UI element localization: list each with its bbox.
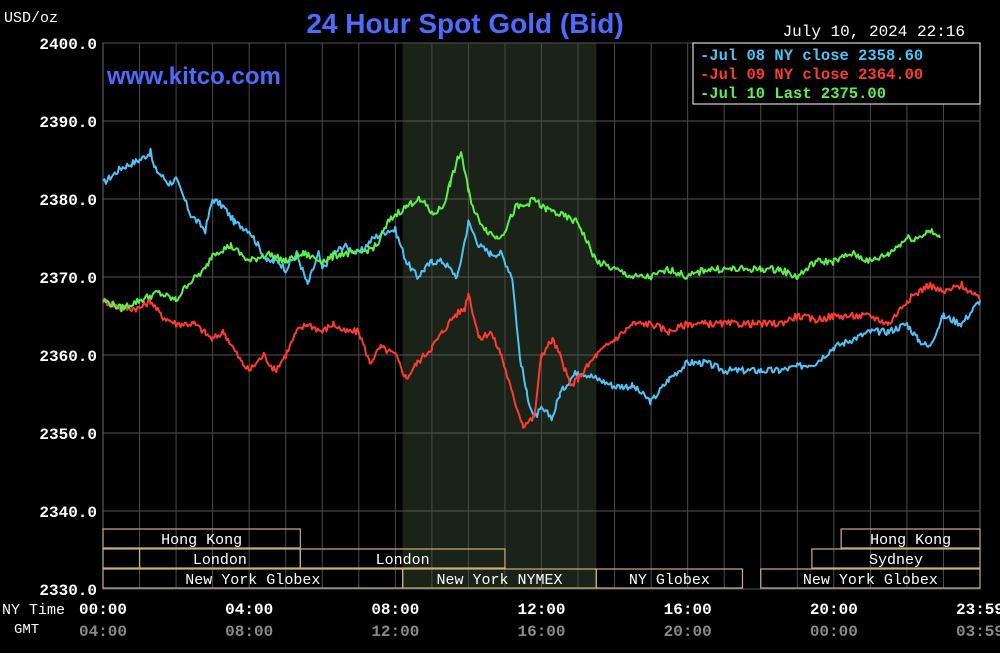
x-tick-gmt: 03:59 (956, 623, 1000, 641)
x-tick-ny: 08:00 (371, 601, 419, 619)
session-box (102, 548, 141, 569)
session-label: London (376, 552, 430, 569)
x-tick-gmt: 04:00 (79, 623, 127, 641)
units-label: USD/oz (4, 10, 58, 27)
y-tick-label: 2380.0 (39, 192, 97, 210)
session-box (811, 548, 981, 569)
session-box (840, 528, 981, 549)
series-line (102, 147, 981, 422)
session-label: London (193, 552, 247, 569)
y-tick-label: 2330.0 (39, 582, 97, 600)
gmt-label: GMT (14, 622, 39, 638)
x-tick-ny: 12:00 (517, 601, 565, 619)
x-tick-gmt: 12:00 (371, 623, 419, 641)
session-label: Sydney (869, 552, 923, 569)
x-tick-ny: 04:00 (225, 601, 273, 619)
legend-entry: -Jul 09 NY close 2364.00 (700, 66, 923, 84)
timestamp-label: July 10, 2024 22:16 (783, 23, 965, 41)
x-tick-gmt: 08:00 (225, 623, 273, 641)
x-tick-ny: 00:00 (79, 601, 127, 619)
chart-title: 24 Hour Spot Gold (Bid) (306, 8, 623, 39)
session-label: Hong Kong (161, 532, 242, 549)
x-tick-gmt: 16:00 (517, 623, 565, 641)
x-tick-ny: 23:59 (956, 601, 1000, 619)
session-box (760, 568, 981, 589)
legend-entry: -Jul 08 NY close 2358.60 (700, 47, 923, 65)
session-label: NY Globex (629, 572, 710, 589)
website-label: www.kitco.com (106, 63, 281, 90)
nymex-highlight (402, 43, 597, 589)
x-tick-gmt: 00:00 (810, 623, 858, 641)
y-tick-label: 2350.0 (39, 426, 97, 444)
session-label: New York NYMEX (436, 572, 562, 589)
series-line (102, 280, 981, 429)
legend-box (692, 42, 981, 105)
session-label: New York Globex (185, 572, 320, 589)
x-tick-ny: 20:00 (810, 601, 858, 619)
y-tick-label: 2360.0 (39, 348, 97, 366)
session-label: Hong Kong (870, 532, 951, 549)
y-tick-label: 2370.0 (39, 270, 97, 288)
x-tick-gmt: 20:00 (664, 623, 712, 641)
legend-entry: -Jul 10 Last 2375.00 (700, 85, 886, 103)
y-tick-label: 2340.0 (39, 504, 97, 522)
session-box (102, 528, 301, 549)
y-tick-label: 2400.0 (39, 36, 97, 54)
session-label: New York Globex (803, 572, 938, 589)
series-line (102, 151, 941, 313)
y-tick-label: 2390.0 (39, 114, 97, 132)
ny-time-label: NY Time (2, 602, 65, 619)
session-box (595, 568, 744, 589)
x-tick-ny: 16:00 (664, 601, 712, 619)
session-box (299, 548, 506, 569)
